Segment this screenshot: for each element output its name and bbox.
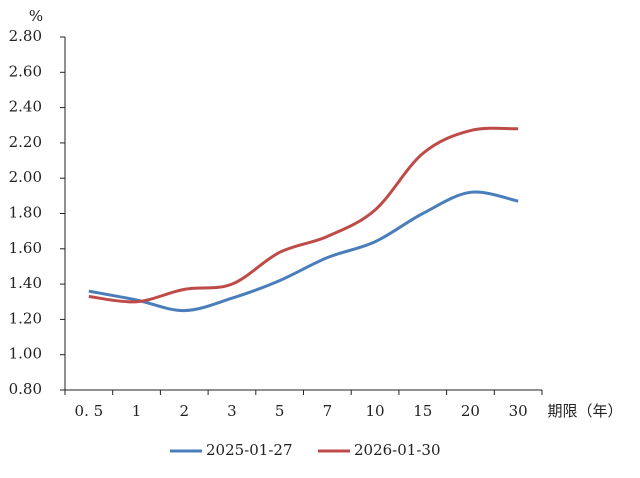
- x-tick-label: 15: [413, 402, 432, 420]
- series-line: [88, 190, 519, 313]
- x-axis-label: 期限（年）: [547, 402, 622, 420]
- x-tick-label: 1: [132, 402, 142, 420]
- y-tick-label: 2.00: [9, 168, 42, 186]
- y-tick-label: 2.40: [9, 98, 42, 116]
- x-tick-label: 10: [366, 402, 385, 420]
- y-tick-label: 2.60: [9, 62, 42, 80]
- x-tick-label: 5: [275, 402, 285, 420]
- x-tick-label: 3: [227, 402, 237, 420]
- y-tick-label: 1.60: [9, 239, 42, 257]
- x-tick-label: 2: [179, 402, 189, 420]
- y-tick-label: 1.00: [9, 345, 42, 363]
- x-tick-label: 30: [509, 402, 528, 420]
- legend-label: 2025-01-27: [206, 441, 292, 459]
- y-tick-label: 2.80: [9, 27, 42, 45]
- legend-label: 2026-01-30: [354, 441, 440, 459]
- y-tick-label: 1.20: [9, 309, 42, 327]
- y-tick-label: 1.80: [9, 204, 42, 222]
- x-tick-label: 7: [323, 402, 333, 420]
- y-tick-label: 2.20: [9, 133, 42, 151]
- y-tick-label: 1.40: [9, 274, 42, 292]
- y-tick-label: 0.80: [9, 380, 42, 398]
- series-line: [88, 126, 519, 304]
- y-unit: %: [29, 7, 43, 25]
- x-tick-label: 0. 5: [75, 402, 104, 420]
- x-tick-label: 20: [461, 402, 480, 420]
